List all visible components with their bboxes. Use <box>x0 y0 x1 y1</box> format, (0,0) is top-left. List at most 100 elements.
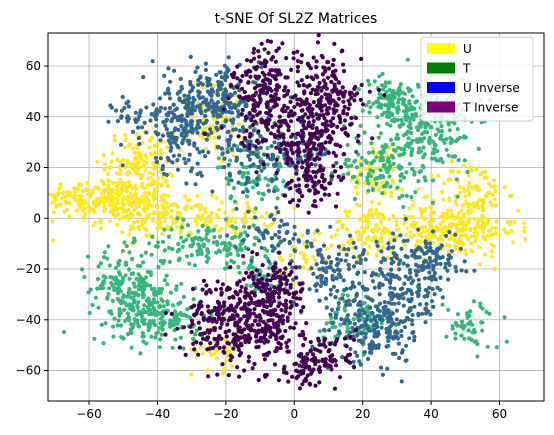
scatter-point <box>359 155 364 160</box>
scatter-point <box>439 226 444 231</box>
scatter-point <box>261 161 266 167</box>
scatter-point <box>349 163 354 168</box>
scatter-point <box>489 203 494 208</box>
scatter-point <box>120 201 125 206</box>
scatter-point <box>191 341 196 346</box>
scatter-point <box>245 194 250 199</box>
scatter-point <box>464 223 469 228</box>
scatter-point <box>455 127 460 132</box>
scatter-point <box>167 259 172 264</box>
scatter-point <box>389 261 394 266</box>
scatter-point <box>341 108 346 113</box>
scatter-point <box>293 321 298 326</box>
scatter-point <box>396 261 402 267</box>
scatter-point <box>299 53 304 58</box>
scatter-point <box>485 344 490 349</box>
scatter-point <box>493 188 498 194</box>
scatter-point <box>305 239 310 244</box>
scatter-point <box>101 181 106 186</box>
scatter-point <box>185 111 190 116</box>
scatter-point <box>319 133 324 138</box>
scatter-point <box>234 304 239 309</box>
scatter-point <box>266 111 271 116</box>
scatter-point <box>229 364 235 369</box>
scatter-point <box>353 185 359 190</box>
scatter-point <box>72 189 78 194</box>
scatter-point <box>127 184 132 189</box>
scatter-point <box>304 97 309 102</box>
scatter-point <box>183 118 188 123</box>
scatter-point <box>218 249 223 254</box>
scatter-point <box>420 311 425 316</box>
scatter-point <box>292 292 297 297</box>
scatter-point <box>314 112 319 117</box>
scatter-point <box>277 133 282 138</box>
scatter-point <box>348 233 353 238</box>
scatter-point <box>226 143 231 148</box>
scatter-point <box>323 129 328 134</box>
scatter-point <box>406 215 412 220</box>
scatter-point <box>114 185 119 190</box>
scatter-point <box>160 298 165 304</box>
scatter-point <box>388 285 393 290</box>
scatter-point <box>336 272 342 277</box>
scatter-point <box>341 243 346 248</box>
scatter-point <box>416 227 421 232</box>
scatter-point <box>81 188 86 194</box>
scatter-point <box>263 254 268 259</box>
scatter-point <box>455 215 460 220</box>
scatter-point <box>370 178 375 183</box>
scatter-point <box>325 60 330 65</box>
scatter-point <box>118 142 124 147</box>
scatter-point <box>416 282 422 287</box>
scatter-point <box>269 212 274 217</box>
scatter-point <box>259 289 264 294</box>
scatter-point <box>209 130 214 135</box>
scatter-point <box>167 245 172 251</box>
scatter-point <box>236 347 241 352</box>
scatter-point <box>455 323 460 328</box>
scatter-point <box>363 319 368 324</box>
scatter-point <box>235 292 240 297</box>
scatter-point <box>145 182 150 187</box>
scatter-point <box>339 317 344 322</box>
scatter-point <box>116 318 121 323</box>
scatter-point <box>409 223 414 228</box>
scatter-point <box>342 152 347 157</box>
scatter-point <box>298 296 303 301</box>
scatter-point <box>326 66 332 71</box>
scatter-point <box>282 103 287 108</box>
scatter-point <box>348 92 353 97</box>
scatter-point <box>232 338 237 343</box>
scatter-point <box>481 229 486 235</box>
scatter-point <box>243 220 248 225</box>
scatter-point <box>316 336 321 341</box>
scatter-point <box>278 345 283 351</box>
scatter-point <box>203 210 208 215</box>
scatter-point <box>286 124 291 129</box>
scatter-point <box>353 312 358 317</box>
scatter-point <box>153 150 158 155</box>
scatter-point <box>401 261 406 266</box>
scatter-point <box>351 299 356 304</box>
scatter-point <box>162 219 167 224</box>
scatter-point <box>295 102 300 107</box>
scatter-point <box>225 149 230 155</box>
scatter-point <box>252 293 257 298</box>
scatter-point <box>216 135 222 140</box>
scatter-point <box>351 240 356 245</box>
scatter-point <box>401 303 406 308</box>
scatter-point <box>214 319 219 325</box>
scatter-point <box>466 328 471 333</box>
scatter-point <box>129 224 135 229</box>
scatter-point <box>330 174 335 179</box>
scatter-point <box>426 139 431 144</box>
scatter-point <box>153 110 158 115</box>
scatter-point <box>201 100 206 105</box>
scatter-point <box>374 222 379 228</box>
scatter-point <box>414 221 419 226</box>
scatter-point <box>446 153 451 158</box>
scatter-point <box>300 233 305 238</box>
scatter-point <box>371 146 376 151</box>
scatter-point <box>174 287 179 292</box>
